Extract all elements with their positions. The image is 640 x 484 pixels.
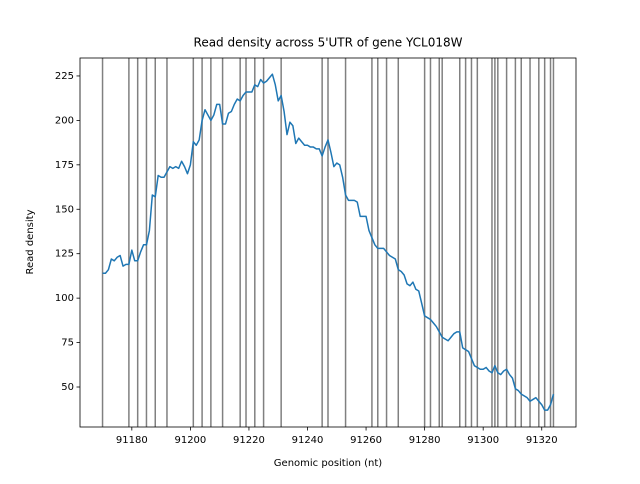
- x-tick-label: 91240: [292, 435, 324, 446]
- y-tick-label: 150: [55, 204, 74, 215]
- x-axis-label: Genomic position (nt): [274, 458, 383, 469]
- axes-frame: [79, 57, 577, 428]
- x-tick-label: 91180: [116, 435, 148, 446]
- y-tick-label: 125: [55, 249, 74, 260]
- y-tick-label: 200: [55, 115, 74, 126]
- y-tick-label: 50: [61, 382, 74, 393]
- x-tick-label: 91200: [174, 435, 206, 446]
- x-tick-label: 91220: [233, 435, 265, 446]
- y-tick-label: 75: [61, 338, 74, 349]
- y-axis-label: Read density: [25, 209, 36, 274]
- y-tick-label: 225: [55, 71, 74, 82]
- y-tick-label: 100: [55, 293, 74, 304]
- x-tick-label: 91260: [350, 435, 382, 446]
- data-line: [102, 73, 555, 411]
- x-tick-label: 91280: [409, 435, 441, 446]
- x-tick-label: 91300: [467, 435, 499, 446]
- chart-title: Read density across 5'UTR of gene YCL018…: [194, 36, 463, 50]
- y-tick-label: 175: [55, 160, 74, 171]
- x-tick-label: 91320: [526, 435, 558, 446]
- plot-area: [101, 58, 555, 427]
